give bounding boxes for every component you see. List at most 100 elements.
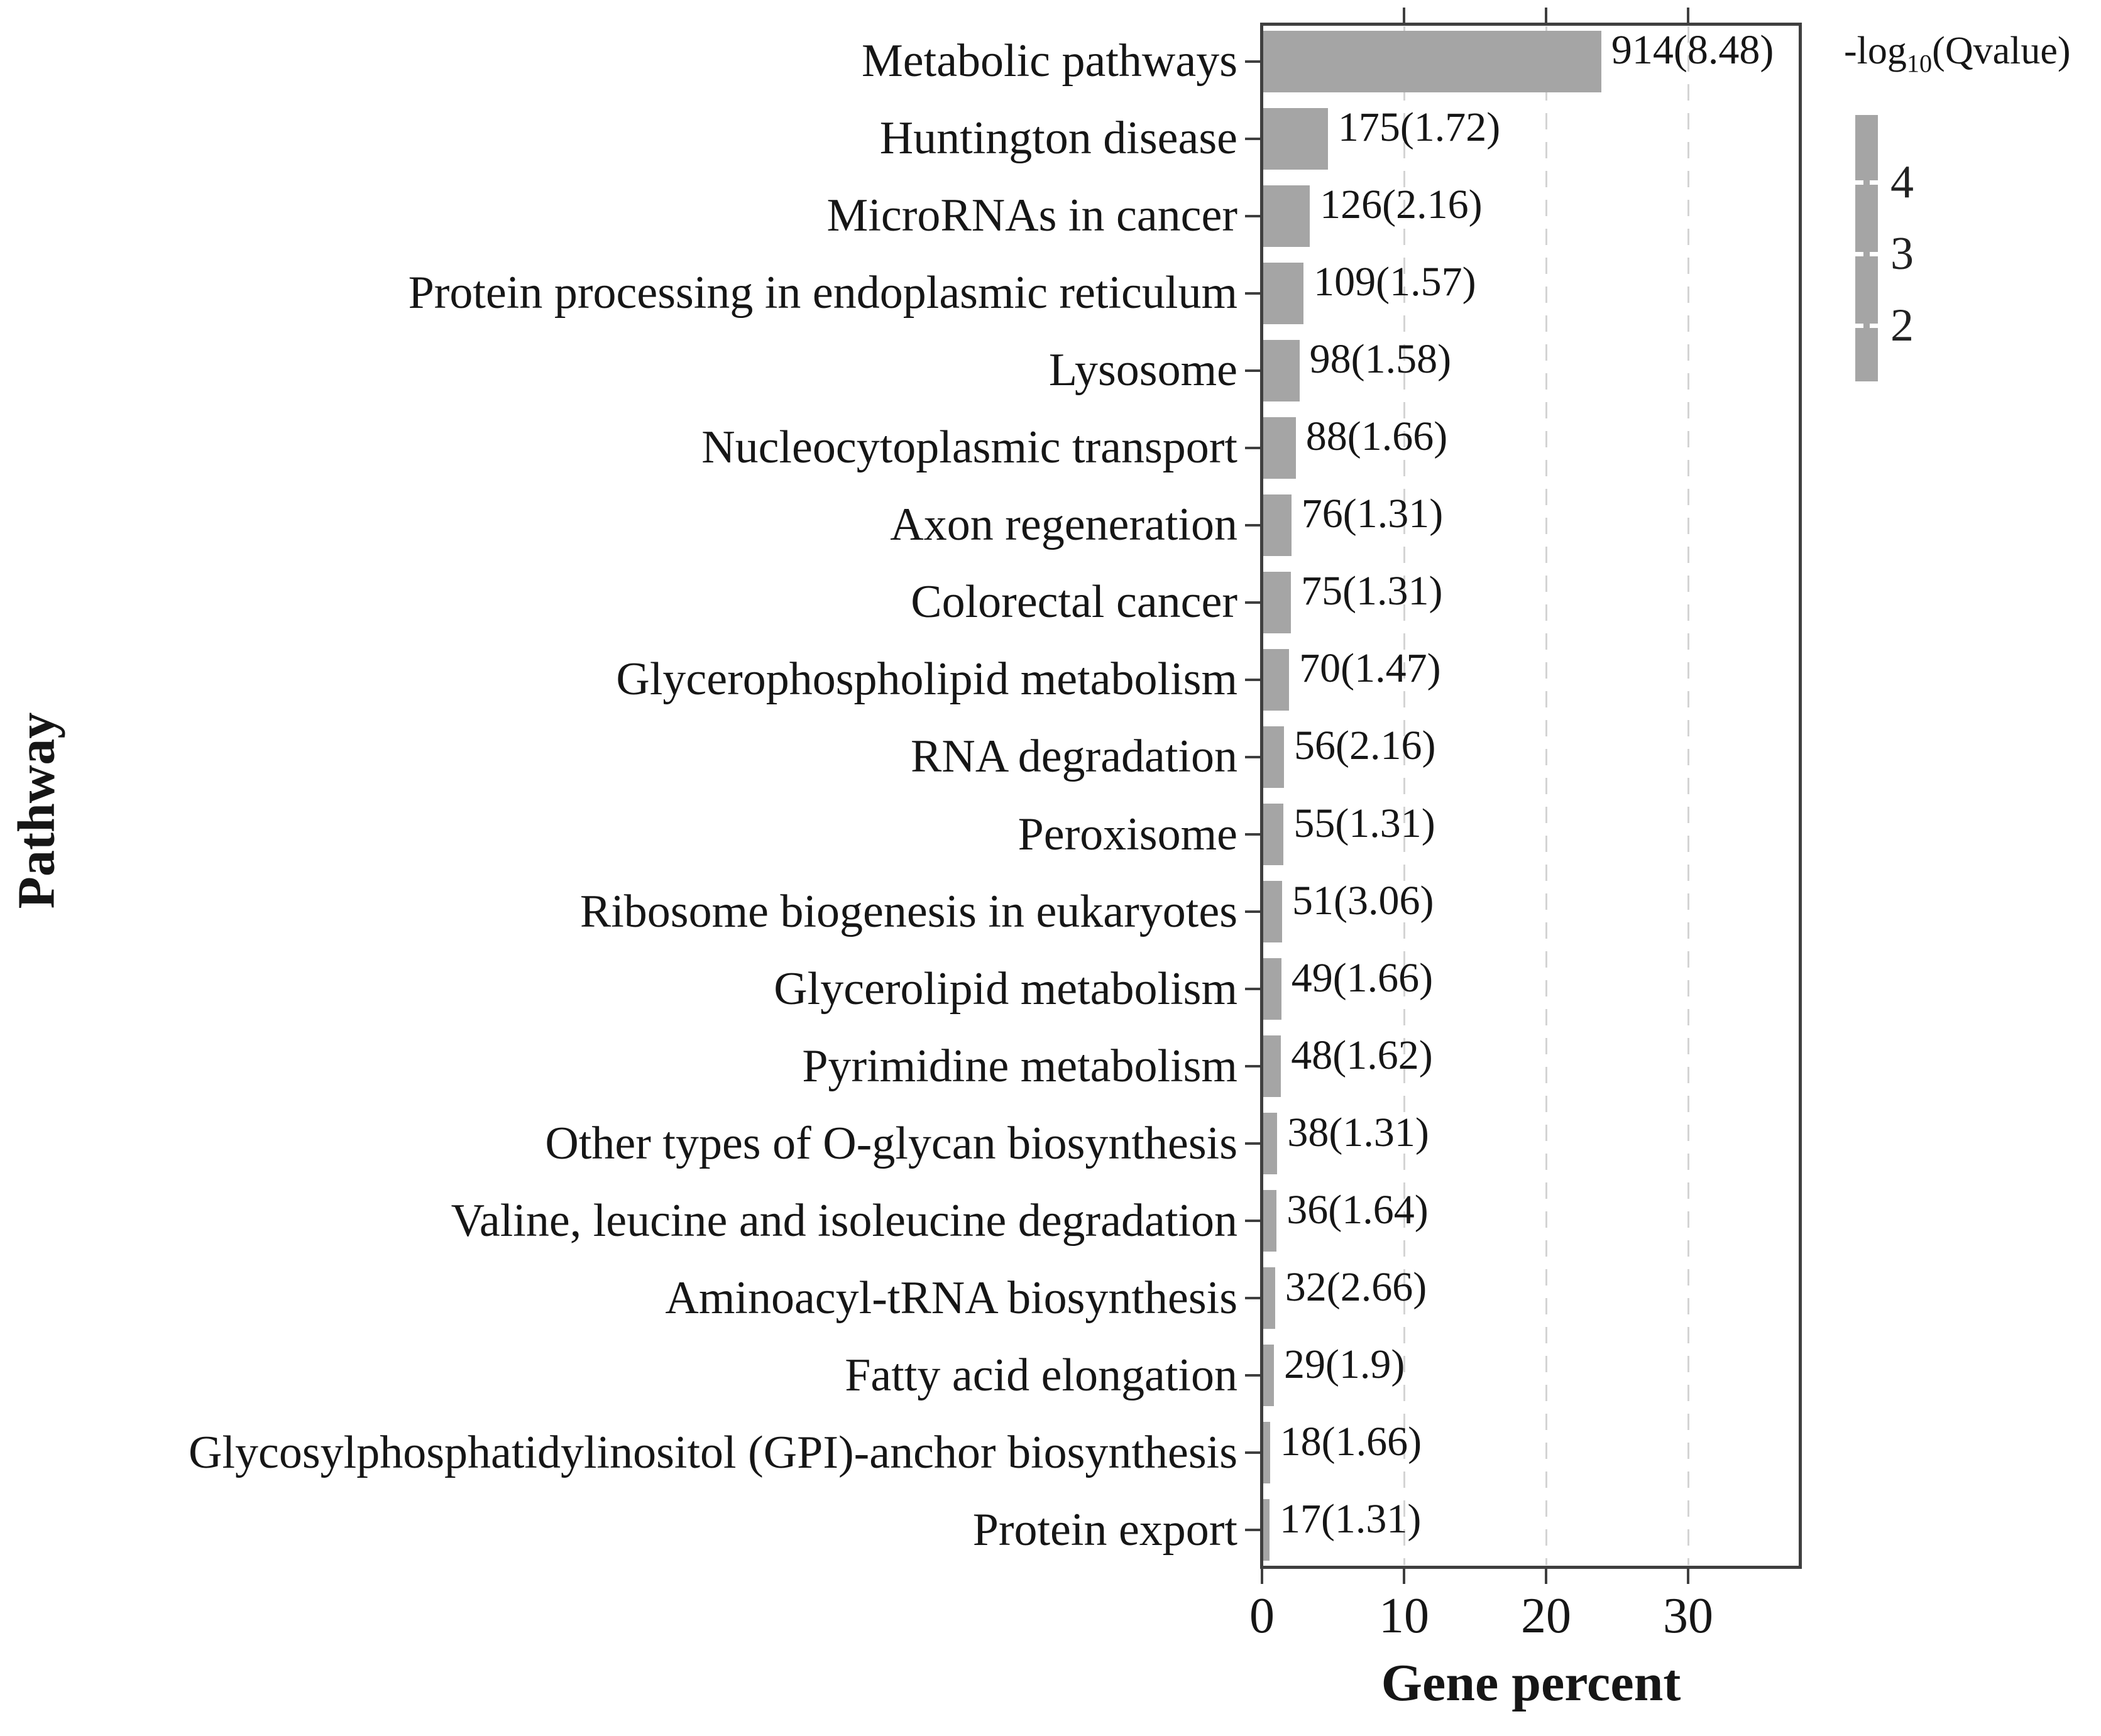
bar-value-label: 88(1.66)	[1305, 413, 1448, 460]
x-tick-bottom	[1403, 1569, 1405, 1584]
y-tick	[1245, 910, 1260, 914]
pathway-label: Pyrimidine metabolism	[802, 1040, 1237, 1092]
x-tick-top	[1545, 8, 1547, 23]
bar-value-label: 48(1.62)	[1291, 1032, 1433, 1078]
y-tick	[1245, 601, 1260, 604]
bar	[1263, 881, 1283, 943]
colorbar-tick-left	[1855, 180, 1863, 185]
bar-value-label: 126(2.16)	[1320, 182, 1483, 228]
bar	[1263, 1035, 1281, 1098]
pathway-label: Fatty acid elongation	[845, 1349, 1237, 1401]
legend-tick-label: 4	[1890, 156, 1914, 208]
y-tick	[1245, 1374, 1260, 1377]
pathway-label: Glycosylphosphatidylinositol (GPI)-ancho…	[189, 1426, 1237, 1478]
pathway-label: Huntington disease	[879, 112, 1237, 165]
x-tick-bottom	[1261, 1569, 1263, 1584]
x-tick-top	[1403, 8, 1405, 23]
colorbar-gradient	[1855, 115, 1878, 381]
bar-value-label: 17(1.31)	[1279, 1495, 1422, 1542]
y-tick	[1245, 1297, 1260, 1300]
plot-frame	[1260, 23, 1802, 1569]
bar	[1263, 726, 1284, 788]
y-tick	[1245, 833, 1260, 836]
bar	[1263, 1190, 1277, 1252]
x-tick-bottom	[1687, 1569, 1689, 1584]
bar-value-label: 175(1.72)	[1337, 104, 1501, 151]
bar	[1263, 1267, 1275, 1329]
legend-title: -log10(Qvalue)	[1844, 29, 2071, 78]
bar-value-label: 55(1.31)	[1293, 800, 1435, 846]
pathway-label: Glycerophospholipid metabolism	[616, 653, 1237, 706]
x-gridline-30	[1687, 26, 1689, 1565]
bar	[1263, 648, 1290, 711]
x-tick-bottom	[1545, 1569, 1547, 1584]
bar-value-label: 18(1.66)	[1280, 1418, 1422, 1465]
bar-value-label: 36(1.64)	[1286, 1186, 1429, 1233]
colorbar-legend: -log10(Qvalue) 4 3 2	[1841, 25, 2101, 465]
legend-tick-label: 3	[1890, 227, 1914, 280]
bar-value-label: 98(1.58)	[1309, 336, 1452, 383]
bar	[1263, 1499, 1270, 1561]
bar	[1263, 339, 1300, 401]
colorbar-tick-left	[1855, 251, 1863, 256]
bar-value-label: 29(1.9)	[1283, 1341, 1405, 1387]
bar	[1263, 494, 1292, 556]
x-gridline-20	[1545, 26, 1547, 1565]
legend-tick-label: 2	[1890, 299, 1914, 351]
y-tick	[1245, 1451, 1260, 1455]
colorbar-tick-right	[1870, 251, 1878, 256]
x-tick-label: 20	[1521, 1588, 1571, 1644]
x-tick-label: 30	[1663, 1588, 1713, 1644]
colorbar-tick-left	[1855, 323, 1863, 328]
y-tick	[1245, 1529, 1260, 1532]
x-tick-label: 10	[1379, 1588, 1429, 1644]
pathway-label: Axon regeneration	[890, 499, 1237, 551]
x-gridline-10	[1403, 26, 1405, 1565]
bar-value-label: 75(1.31)	[1301, 568, 1443, 614]
y-tick	[1245, 292, 1260, 295]
legend-title-prefix: -log	[1844, 30, 1907, 72]
y-tick	[1245, 678, 1260, 681]
bar	[1263, 958, 1281, 1020]
y-tick	[1245, 60, 1260, 63]
pathway-label: Other types of O-glycan biosynthesis	[545, 1117, 1237, 1169]
bar-value-label: 51(3.06)	[1292, 877, 1434, 924]
y-tick	[1245, 523, 1260, 527]
x-axis-title: Gene percent	[1381, 1654, 1681, 1712]
x-tick-label: 0	[1249, 1588, 1275, 1644]
y-tick	[1245, 369, 1260, 372]
x-tick-top	[1687, 8, 1689, 23]
bar	[1263, 185, 1310, 247]
colorbar-tick-right	[1870, 323, 1878, 328]
pathway-label: Ribosome biogenesis in eukaryotes	[579, 885, 1237, 937]
pathway-label: Peroxisome	[1018, 808, 1237, 860]
pathway-label: Aminoacyl-tRNA biosynthesis	[665, 1272, 1237, 1324]
pathway-label: MicroRNAs in cancer	[826, 190, 1237, 242]
y-tick	[1245, 988, 1260, 991]
pathway-label: Protein processing in endoplasmic reticu…	[408, 267, 1237, 319]
pathway-label: Valine, leucine and isoleucine degradati…	[451, 1194, 1237, 1247]
bar	[1263, 1113, 1278, 1175]
y-axis-title: Pathway	[7, 712, 66, 909]
bar-value-label: 914(8.48)	[1611, 27, 1774, 73]
pathway-label: Nucleocytoplasmic transport	[701, 422, 1237, 474]
colorbar-tick-right	[1870, 180, 1878, 185]
pathway-label: Lysosome	[1048, 344, 1237, 396]
pathway-label: RNA degradation	[911, 731, 1237, 783]
bar	[1263, 417, 1296, 479]
bar-value-label: 56(2.16)	[1293, 723, 1436, 769]
bar-value-label: 76(1.31)	[1301, 491, 1444, 537]
bar-value-label: 109(1.57)	[1314, 259, 1476, 305]
bar-value-label: 49(1.66)	[1291, 954, 1434, 1001]
legend-title-suffix: (Qvalue)	[1932, 30, 2071, 72]
y-tick	[1245, 446, 1260, 449]
bar	[1263, 1345, 1274, 1407]
y-tick	[1245, 1220, 1260, 1223]
y-tick	[1245, 214, 1260, 217]
pathway-label: Metabolic pathways	[862, 35, 1237, 87]
bar-value-label: 32(2.66)	[1285, 1264, 1427, 1310]
bar	[1263, 571, 1292, 633]
bar-value-label: 38(1.31)	[1287, 1109, 1429, 1155]
bar	[1263, 804, 1284, 866]
